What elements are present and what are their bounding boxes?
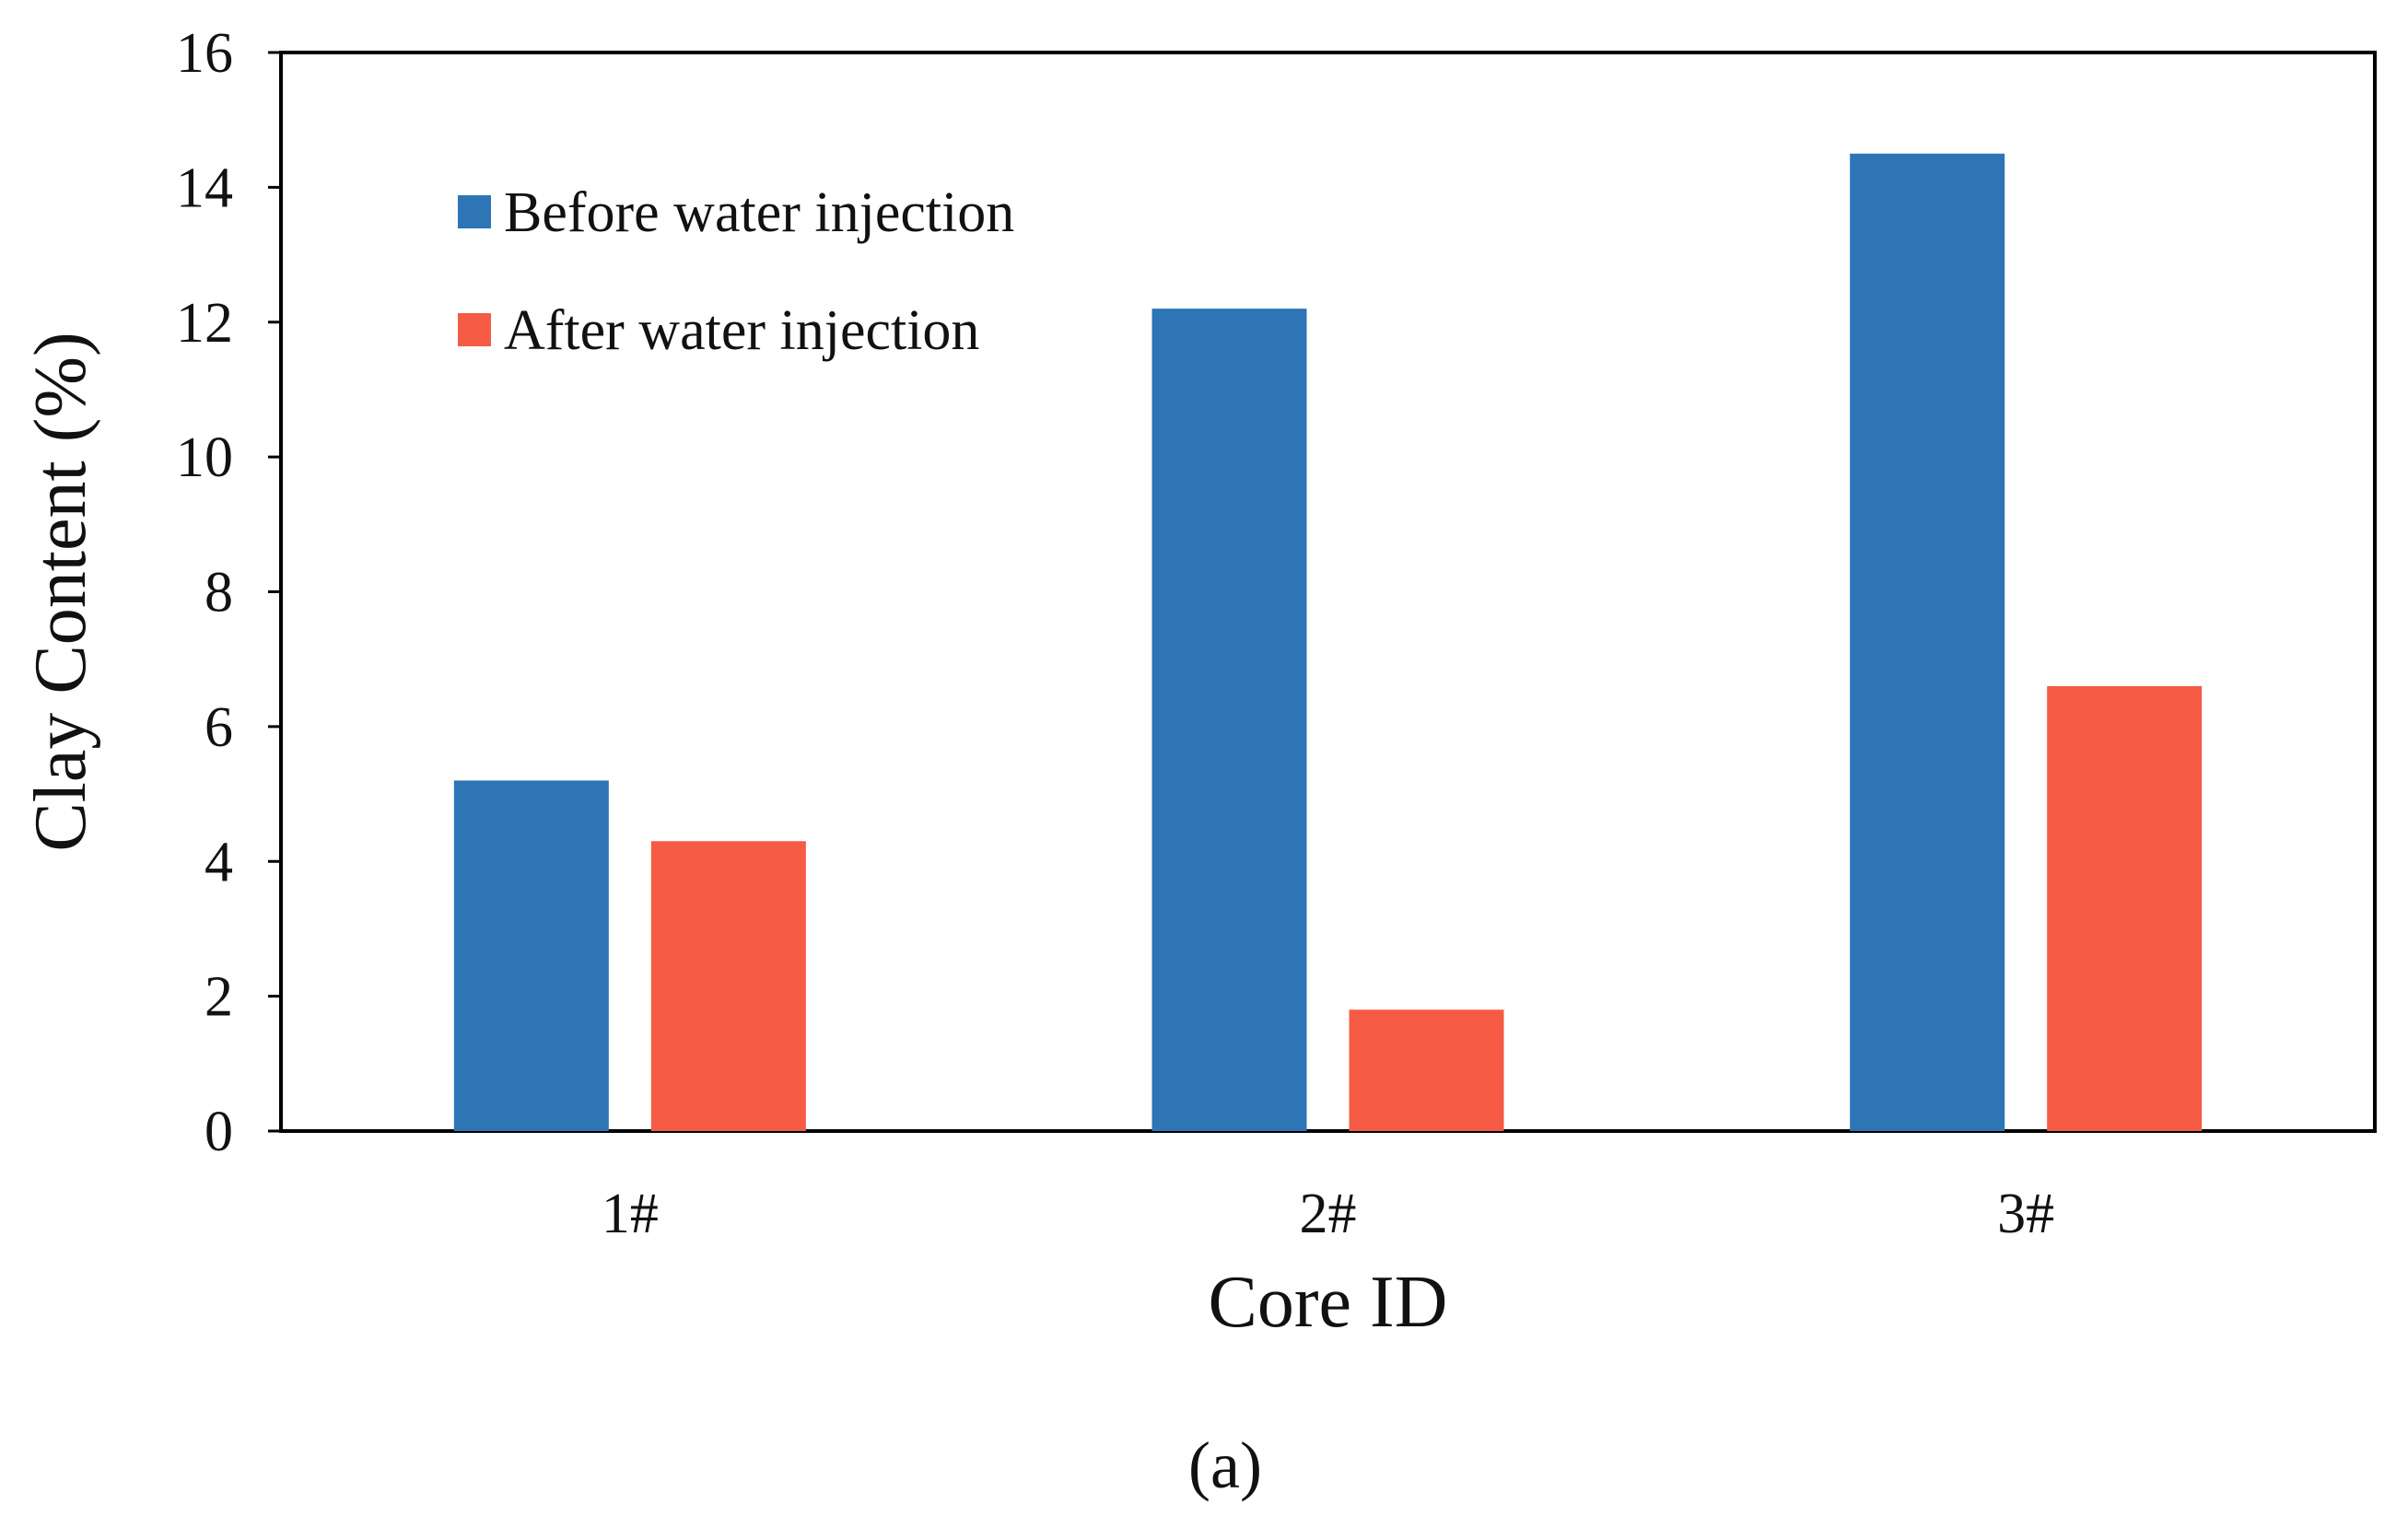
x-tick-label: 2# [1300,1183,1357,1245]
legend: Before water injection After water inject… [458,181,1014,362]
y-tick-label: 0 [205,1101,233,1163]
y-axis: 0 2 4 6 8 10 12 14 16 [176,22,281,1163]
y-tick-label: 2 [205,966,233,1029]
x-tick-label: 3# [1997,1183,2054,1245]
y-tick-label: 4 [205,831,233,893]
bar-before-2 [1151,309,1307,1131]
y-axis-title: Clay Content (%) [20,332,101,851]
y-tick-label: 14 [176,157,233,219]
bar-series-group [453,153,2203,1131]
bar-after-2 [1349,1009,1504,1131]
y-tick-label: 10 [176,426,233,489]
bar-before-1 [453,780,609,1131]
bar-after-3 [2047,685,2203,1131]
legend-label-after: After water injection [504,299,979,362]
legend-label-before: Before water injection [504,181,1014,244]
y-tick-label: 16 [176,22,233,85]
y-tick-label: 12 [176,292,233,355]
x-axis-title: Core ID [1209,1262,1448,1343]
bar-before-3 [1850,153,2005,1131]
legend-swatch-before [458,195,491,228]
x-axis: 1# 2# 3# [602,1183,2054,1245]
legend-swatch-after [458,313,491,346]
y-tick-label: 6 [205,696,233,759]
y-tick-label: 8 [205,562,233,624]
bar-after-1 [650,841,806,1131]
x-tick-label: 1# [602,1183,659,1245]
panel-label: (a) [1188,1429,1262,1502]
